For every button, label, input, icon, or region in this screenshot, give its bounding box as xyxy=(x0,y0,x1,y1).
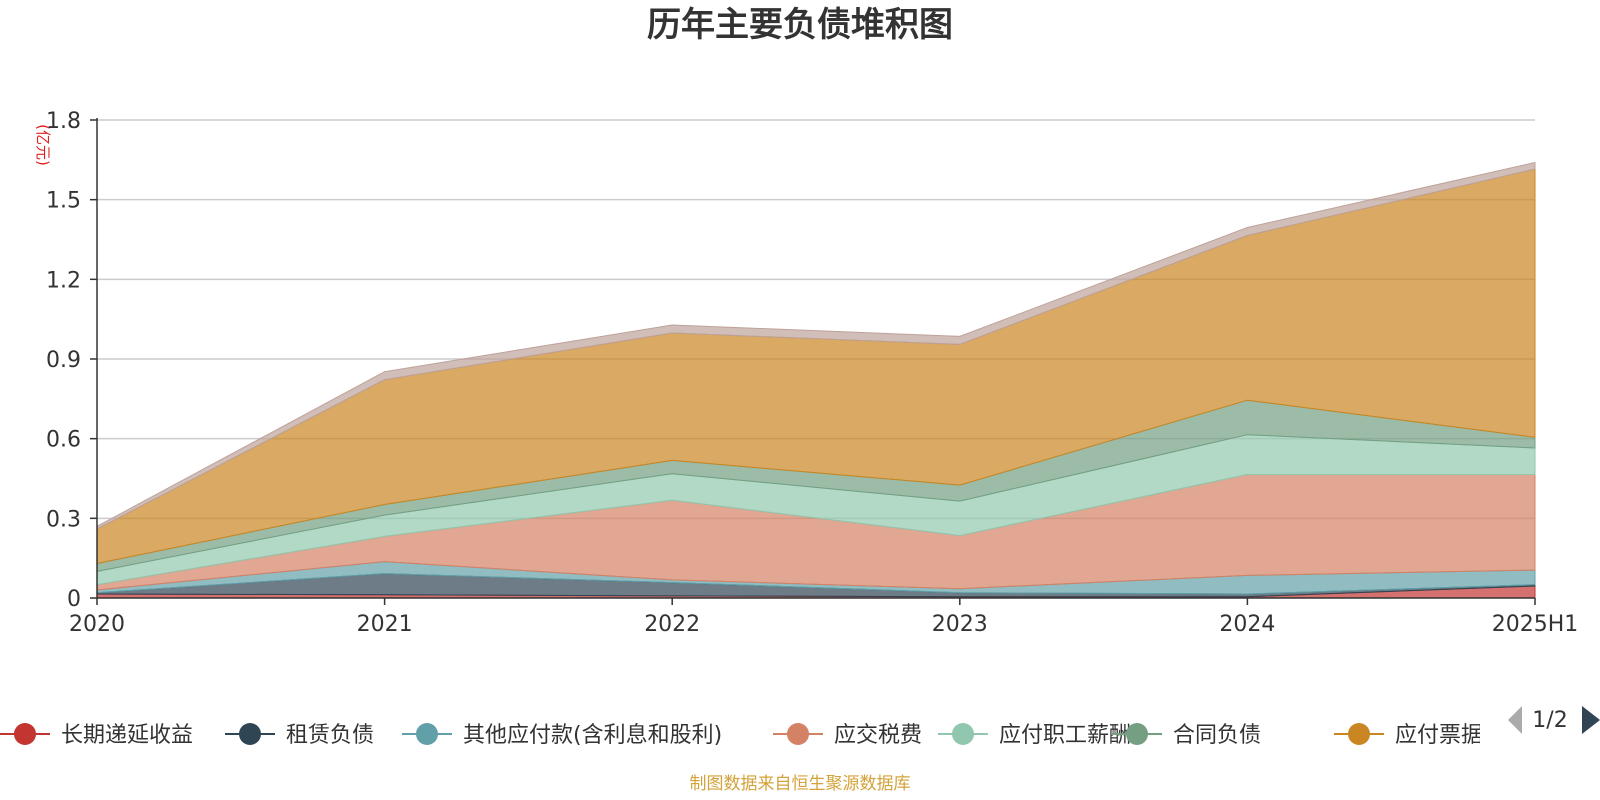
legend-marker-icon xyxy=(1126,723,1148,745)
legend-item[interactable]: 其他应付款(含利息和股利) xyxy=(402,723,722,748)
y-axis-unit-label: (亿元) xyxy=(34,124,52,166)
legend-items: 长期递延收益 租赁负债 其他应付款(含利息和股利) 应交税费 应付职工薪酬 合同负债 应付票… xyxy=(0,723,1593,748)
legend-item[interactable]: 租赁负债 xyxy=(225,723,374,748)
y-tick-label: 0.3 xyxy=(46,507,81,532)
x-tick-label: 2025H1 xyxy=(1492,612,1579,637)
x-tick-label: 2022 xyxy=(644,612,700,637)
legend-next-page-icon[interactable] xyxy=(1582,706,1600,734)
y-tick-label: 0.6 xyxy=(46,428,81,453)
series-areas xyxy=(96,161,1536,599)
chart-title: 历年主要负债堆积图 xyxy=(647,5,953,45)
legend-marker-icon xyxy=(787,723,809,745)
legend-item[interactable]: 合同负债 xyxy=(1112,723,1261,748)
legend-item[interactable]: 长期递延收益 xyxy=(0,723,193,748)
legend-marker-icon xyxy=(416,723,438,745)
y-tick-label: 0.9 xyxy=(46,348,81,373)
y-tick-label: 1.5 xyxy=(46,189,81,214)
legend-label: 应交税费 xyxy=(834,723,922,748)
legend-marker-icon xyxy=(1348,723,1370,745)
legend-marker-icon xyxy=(239,723,261,745)
legend-marker-icon xyxy=(14,723,36,745)
x-tick-label: 2023 xyxy=(932,612,988,637)
legend-item[interactable]: 应付票据及应付账款 xyxy=(1334,723,1593,748)
legend-marker-icon xyxy=(952,723,974,745)
x-tick-label: 2020 xyxy=(69,612,125,637)
data-source-note: 制图数据来自恒生聚源数据库 xyxy=(690,774,911,794)
legend-item[interactable]: 应付职工薪酬 xyxy=(938,723,1131,748)
x-tick-label: 2021 xyxy=(357,612,413,637)
axes: 0 0.3 0.6 0.9 1.2 1.5 1.8 2020 2021 2022 2023 2024 2… xyxy=(46,109,1578,637)
legend: 长期递延收益 租赁负债 其他应付款(含利息和股利) 应交税费 应付职工薪酬 合同负债 应付票… xyxy=(0,723,1593,748)
legend-pager: 1/2 xyxy=(1508,706,1600,734)
legend-label: 应付职工薪酬 xyxy=(999,723,1131,748)
legend-label: 应付票据及应付账款 xyxy=(1395,723,1593,748)
y-tick-label: 0 xyxy=(67,587,81,612)
y-tick-label: 1.2 xyxy=(46,268,81,293)
legend-label: 长期递延收益 xyxy=(61,723,193,748)
legend-label: 租赁负债 xyxy=(286,723,374,748)
y-tick-label: 1.8 xyxy=(46,109,81,134)
legend-label: 其他应付款(含利息和股利) xyxy=(463,723,722,748)
area-series-7 xyxy=(96,161,1536,530)
legend-prev-page-icon[interactable] xyxy=(1508,706,1522,734)
legend-item[interactable]: 应交税费 xyxy=(773,723,922,748)
legend-page-indicator: 1/2 xyxy=(1532,708,1567,733)
x-tick-label: 2024 xyxy=(1219,612,1275,637)
legend-label: 合同负债 xyxy=(1173,723,1261,748)
